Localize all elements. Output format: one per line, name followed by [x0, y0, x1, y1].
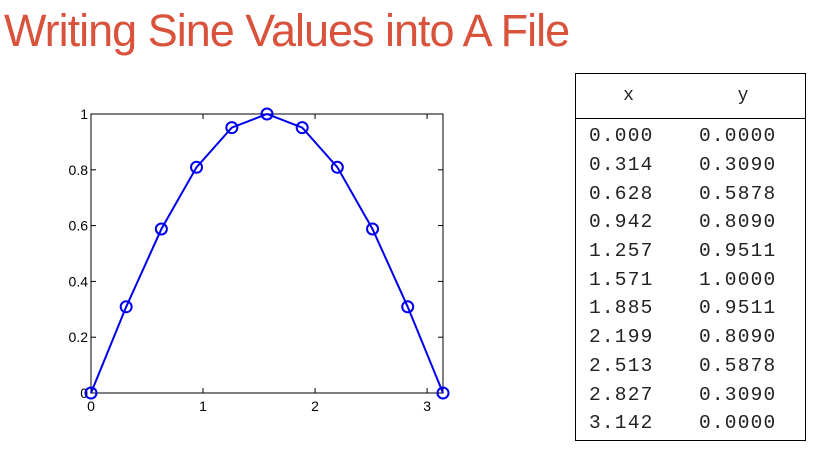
- cell-x: 2.827: [589, 383, 654, 406]
- cell-y: 0.3090: [699, 383, 777, 406]
- cell-y: 0.9511: [699, 240, 777, 263]
- cell-x: 2.199: [589, 326, 654, 349]
- series-line: [90, 112, 444, 394]
- y-tick-label: 1: [80, 106, 88, 122]
- cell-y: 0.8090: [699, 326, 777, 349]
- table-row: 1.257 0.9511: [576, 237, 805, 266]
- data-point: [84, 386, 98, 400]
- data-point: [436, 386, 450, 400]
- data-point: [401, 300, 415, 314]
- data-point: [225, 121, 239, 135]
- data-point: [330, 160, 344, 174]
- table-row: 2.199 0.8090: [576, 323, 805, 352]
- cell-y: 1.0000: [699, 268, 777, 291]
- slide-title: Writing Sine Values into A File: [4, 5, 570, 56]
- y-tick-label: 0.4: [69, 273, 89, 289]
- table-row: 1.571 1.0000: [576, 265, 805, 294]
- cell-x: 0.942: [589, 211, 654, 234]
- cell-y: 0.9511: [699, 297, 777, 320]
- x-tick-label: 3: [423, 398, 431, 414]
- x-tick-label: 1: [199, 398, 207, 414]
- cell-y: 0.8090: [699, 211, 777, 234]
- data-point: [366, 222, 380, 236]
- data-point: [260, 107, 274, 121]
- data-point: [154, 222, 168, 236]
- x-tick-label: 2: [311, 398, 319, 414]
- x-tick-label: 0: [87, 398, 95, 414]
- plot-frame: [90, 113, 444, 394]
- data-point: [190, 160, 204, 174]
- header-x: x: [623, 86, 634, 106]
- table-row: 0.628 0.5878: [576, 179, 805, 208]
- header-y: y: [737, 86, 749, 106]
- cell-x: 1.885: [589, 297, 654, 320]
- table-row: 1.885 0.9511: [576, 294, 805, 323]
- cell-y: 0.5878: [699, 182, 777, 205]
- cell-y: 0.5878: [699, 354, 777, 377]
- data-point: [119, 300, 133, 314]
- cell-x: 0.628: [589, 182, 654, 205]
- y-tick-label: 0: [80, 385, 88, 401]
- cell-x: 3.142: [589, 412, 654, 435]
- table-row: 0.942 0.8090: [576, 208, 805, 237]
- cell-x: 0.314: [589, 154, 654, 177]
- cell-x: 0.000: [589, 125, 654, 148]
- cell-y: 0.3090: [699, 154, 777, 177]
- cell-y: 0.0000: [699, 125, 777, 148]
- y-tick-label: 0.2: [69, 329, 89, 345]
- y-tick-label: 0.6: [69, 218, 89, 234]
- sine-plot-svg: 0 1 2 3 0 0.2 0.4 0.6 0.8 1: [69, 106, 450, 414]
- cell-x: 2.513: [589, 354, 654, 377]
- table-row: 3.142 0.0000: [576, 409, 805, 438]
- table-row: 2.827 0.3090: [576, 380, 805, 409]
- table-row: 0.314 0.3090: [576, 151, 805, 180]
- data-point: [295, 121, 309, 135]
- values-table: x y 0.000 0.0000 0.314 0.3090 0.628 0.5878 0.9…: [575, 73, 806, 441]
- cell-x: 1.257: [589, 240, 654, 263]
- sine-plot: 0 1 2 3 0 0.2 0.4 0.6 0.8 1: [69, 106, 450, 414]
- cell-y: 0.0000: [699, 412, 777, 435]
- table-row: 0.000 0.0000: [576, 122, 805, 151]
- table-body: 0.000 0.0000 0.314 0.3090 0.628 0.5878 0.942 0.…: [576, 119, 805, 438]
- cell-x: 1.571: [589, 268, 654, 291]
- y-tick-label: 0.8: [69, 162, 89, 178]
- table-row: 2.513 0.5878: [576, 352, 805, 381]
- table-header: x y: [576, 74, 805, 119]
